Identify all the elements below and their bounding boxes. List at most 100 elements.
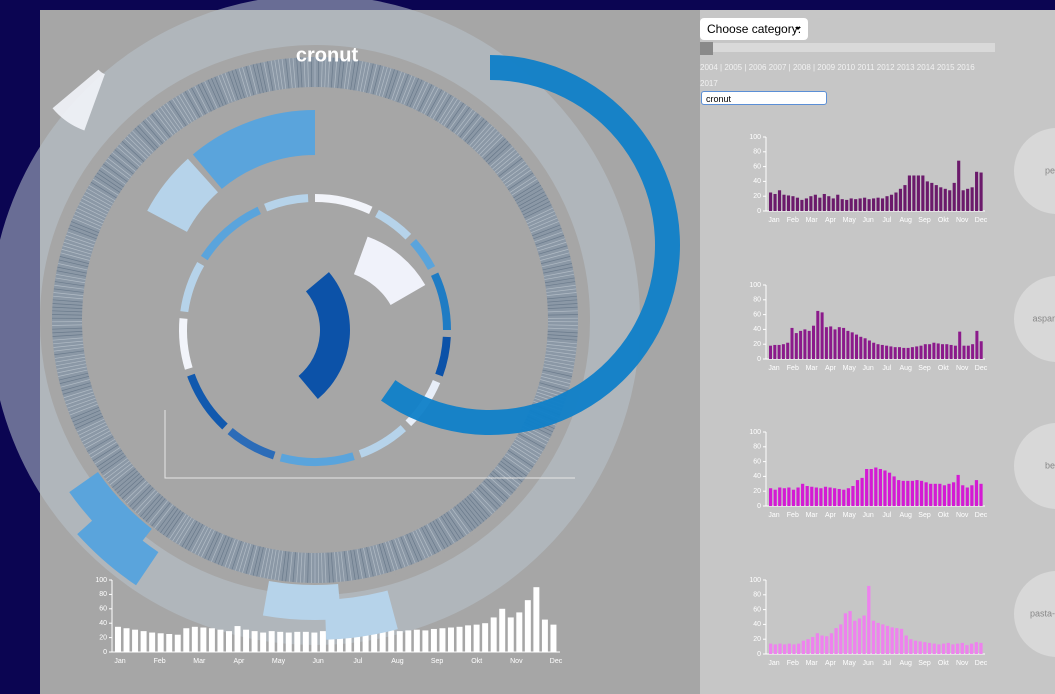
category-circle[interactable] <box>1014 128 1055 214</box>
bar <box>405 630 412 652</box>
x-tick-label: Mar <box>806 660 819 667</box>
ring-hatch <box>469 494 490 517</box>
bar <box>979 172 983 211</box>
category-circle[interactable] <box>1014 276 1055 362</box>
x-tick-label: May <box>843 365 857 372</box>
slider-track[interactable] <box>700 43 995 52</box>
ring-hatch <box>540 252 570 261</box>
ring-hatch <box>197 84 212 112</box>
bar <box>456 626 463 652</box>
bar <box>883 470 887 506</box>
ring-hatch <box>543 363 574 370</box>
ring-hatch <box>58 263 88 271</box>
ring-hatch <box>81 197 109 213</box>
ring-hatch <box>363 62 371 93</box>
ring-hatch <box>544 356 575 363</box>
ring-hatch <box>267 61 274 91</box>
ring-hatch <box>52 303 83 306</box>
bar <box>906 480 910 506</box>
ring-hatch <box>245 544 255 574</box>
ring-hatch <box>90 441 117 459</box>
bar <box>851 486 855 506</box>
ring-hatch <box>163 510 181 536</box>
ring-hatch <box>103 163 128 183</box>
ring-hatch <box>435 94 452 121</box>
ring-hatch <box>518 191 545 207</box>
bar <box>927 642 932 654</box>
ring-hatch <box>214 535 227 564</box>
ring-hatch <box>461 115 482 140</box>
ring-hatch <box>400 75 413 104</box>
ring-hatch <box>375 544 385 574</box>
title: cronut <box>296 44 359 66</box>
arc-big <box>381 55 680 435</box>
bar <box>786 342 790 359</box>
ring-hatch <box>214 76 227 105</box>
ring-hatch <box>224 72 236 102</box>
ring-hatch <box>378 67 388 97</box>
ring-hatch <box>303 552 306 583</box>
ring-hatch <box>350 550 356 580</box>
ring-hatch <box>54 353 85 359</box>
ring-hatch <box>142 120 164 144</box>
ring-hatch <box>231 70 242 100</box>
bar <box>794 333 798 359</box>
category-circle[interactable] <box>1014 423 1055 509</box>
ring-hatch <box>547 303 578 306</box>
ring-hatch <box>530 221 559 234</box>
ring-hatch <box>547 314 578 316</box>
bar <box>234 626 241 652</box>
ring-hatch <box>160 107 179 132</box>
x-tick-label: Apr <box>233 658 245 665</box>
x-tick-label: Jan <box>768 512 779 519</box>
category-select[interactable]: cronut <box>701 91 827 105</box>
bar <box>863 197 867 211</box>
y-tick-label: 60 <box>753 311 761 318</box>
bar <box>885 625 890 654</box>
ring-hatch <box>388 70 399 100</box>
slider-thumb[interactable] <box>700 42 713 55</box>
x-tick-label: Aug <box>391 658 404 665</box>
bar <box>907 175 911 211</box>
ring-hatch <box>516 188 543 204</box>
ring-hatch <box>369 64 378 94</box>
bar <box>897 480 901 506</box>
ring-hatch <box>59 376 90 384</box>
overlay-arc-1 <box>77 507 159 586</box>
bar <box>910 347 914 359</box>
bar <box>800 199 804 211</box>
ring-hatch <box>412 81 426 109</box>
bar <box>893 347 897 359</box>
ring-hatch <box>57 366 87 374</box>
category-button[interactable]: Choose category: <box>700 18 808 40</box>
ring-hatch <box>76 418 105 433</box>
ring-hatch <box>54 284 85 290</box>
bar <box>947 483 951 506</box>
bar <box>898 347 902 359</box>
bar <box>880 344 884 359</box>
ring-hatch <box>299 57 303 88</box>
bar <box>936 343 940 359</box>
ring-hatch <box>492 149 516 170</box>
ring-hatch <box>285 551 290 582</box>
ring-hatch <box>535 234 565 246</box>
ring-hatch <box>166 102 184 128</box>
category-label: aspar <box>1032 313 1055 323</box>
bar <box>867 340 871 359</box>
bar <box>813 194 817 211</box>
bar <box>388 630 395 652</box>
y-tick-label: 40 <box>753 326 761 333</box>
ring-hatch <box>421 527 436 555</box>
ring-hatch <box>69 224 98 237</box>
ring-hatch <box>204 531 218 559</box>
bar <box>790 327 794 359</box>
ring-hatch <box>388 540 399 570</box>
ring-hatch <box>514 185 542 201</box>
bar <box>490 617 497 652</box>
category-circle[interactable] <box>1014 571 1055 657</box>
bar <box>814 487 818 506</box>
ring-hatch <box>490 473 514 494</box>
bar <box>885 345 889 359</box>
ring-hatch <box>292 552 296 583</box>
